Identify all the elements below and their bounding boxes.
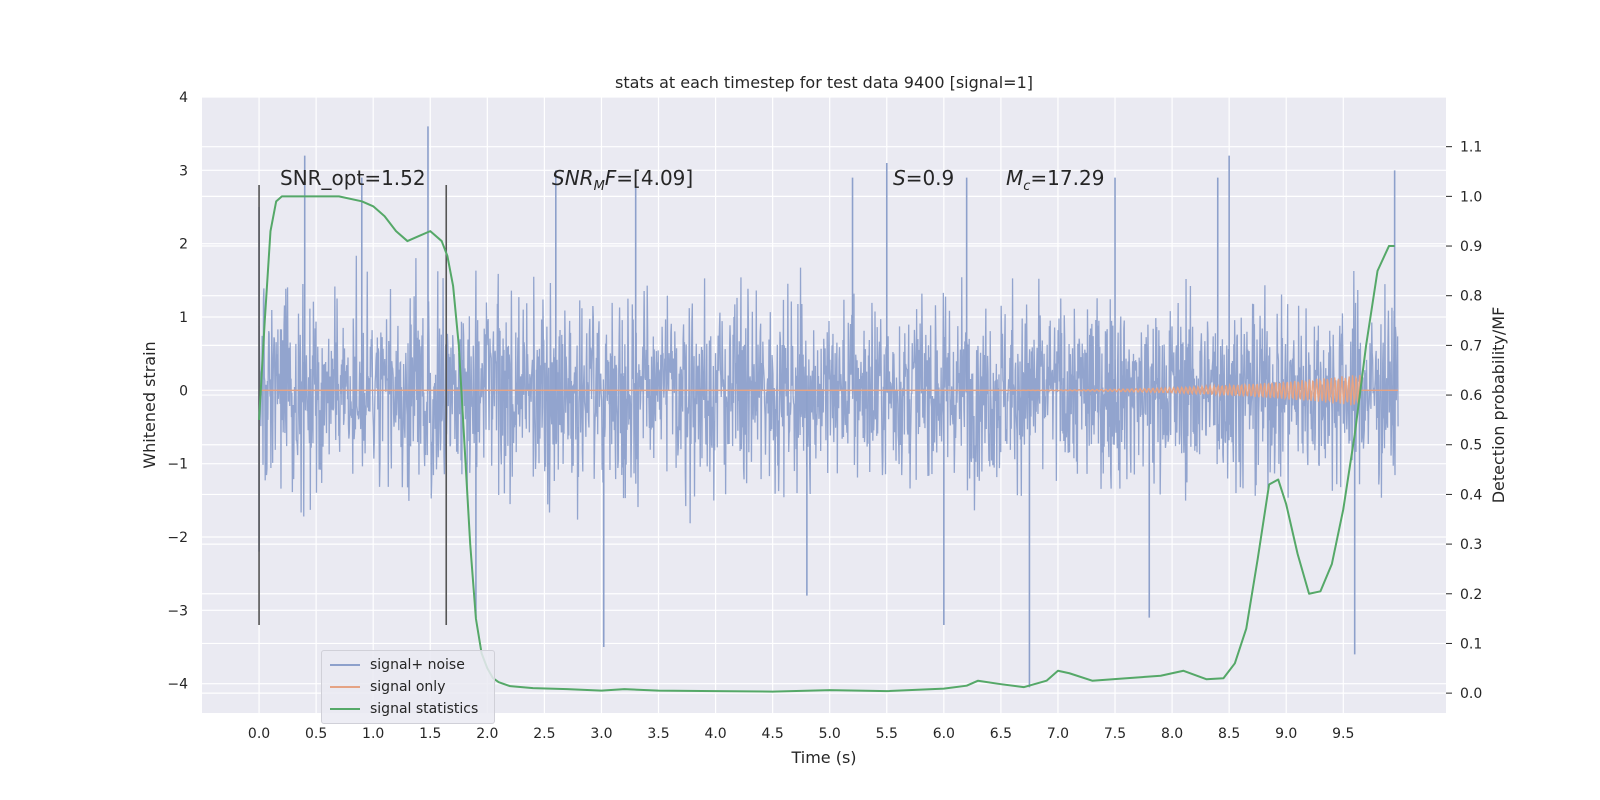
y-tick-label: 0 bbox=[179, 383, 188, 399]
legend-label-signal-statistics: signal statistics bbox=[370, 701, 479, 717]
y2-tick-label: 0.9 bbox=[1460, 239, 1482, 255]
signal-only-series bbox=[259, 374, 1399, 406]
y-tick-label: −2 bbox=[167, 530, 188, 546]
legend-item-signal-only: signal only bbox=[330, 676, 445, 698]
x-tick-label: 5.5 bbox=[876, 726, 898, 742]
legend-label-signal-noise: signal+ noise bbox=[370, 657, 465, 673]
y2-tick-label: 1.1 bbox=[1460, 140, 1482, 156]
y2-tick-label: 0.1 bbox=[1460, 636, 1482, 652]
x-tick-label: 6.5 bbox=[990, 726, 1012, 742]
x-tick-label: 6.0 bbox=[933, 726, 955, 742]
legend-item-signal-noise: signal+ noise bbox=[330, 654, 465, 676]
legend-label-signal-only: signal only bbox=[370, 679, 446, 695]
x-tick-label: 9.5 bbox=[1332, 726, 1354, 742]
y2-tick-label: 1.0 bbox=[1460, 189, 1482, 205]
s-annotation: S=0.9 bbox=[893, 166, 954, 190]
x-tick-label: 8.5 bbox=[1218, 726, 1240, 742]
legend: signal+ noise signal only signal statist… bbox=[321, 650, 495, 724]
snr-opt-annotation: SNR_opt=1.52 bbox=[280, 166, 426, 190]
y2-axis-label: Detection probability/MF bbox=[1489, 307, 1508, 504]
x-tick-label: 3.0 bbox=[590, 726, 612, 742]
x-tick-label: 8.0 bbox=[1161, 726, 1183, 742]
x-tick-label: 9.0 bbox=[1275, 726, 1297, 742]
y-tick-label: −4 bbox=[167, 677, 188, 693]
y-tick-label: −1 bbox=[167, 457, 188, 473]
signal-statistics-line bbox=[258, 195, 1395, 693]
legend-swatch-signal-noise bbox=[330, 664, 360, 666]
y2-tick-label: 0.7 bbox=[1460, 338, 1482, 354]
y2-tick-label: 0.0 bbox=[1460, 686, 1482, 702]
y2-tick-label: 0.2 bbox=[1460, 587, 1482, 603]
mc-annotation: Mc=17.29 bbox=[1006, 166, 1104, 194]
x-tick-label: 7.5 bbox=[1104, 726, 1126, 742]
x-axis-label: Time (s) bbox=[790, 748, 856, 767]
y-tick-label: 2 bbox=[179, 237, 188, 253]
x-tick-label: 5.0 bbox=[819, 726, 841, 742]
x-tick-label: 0.0 bbox=[248, 726, 270, 742]
y2-tick-label: 0.5 bbox=[1460, 438, 1482, 454]
x-tick-label: 4.0 bbox=[704, 726, 726, 742]
signal-noise-line bbox=[258, 255, 1399, 524]
y2-tick-label: 0.8 bbox=[1460, 289, 1482, 305]
signal-statistics-series bbox=[258, 195, 1395, 693]
legend-swatch-signal-only bbox=[330, 686, 360, 688]
x-tick-label: 1.5 bbox=[419, 726, 441, 742]
x-tick-label: 1.0 bbox=[362, 726, 384, 742]
y-tick-labels: 4 3 2 1 0 −1 −2 −3 −4 bbox=[167, 90, 188, 693]
y2-tick-label: 0.6 bbox=[1460, 388, 1482, 404]
x-tick-label: 4.5 bbox=[762, 726, 784, 742]
x-tick-label: 7.0 bbox=[1047, 726, 1069, 742]
x-tick-label: 2.0 bbox=[476, 726, 498, 742]
x-tick-labels: 0.0 0.5 1.0 1.5 2.0 2.5 3.0 3.5 4.0 4.5 5.0 5.5 6.0 6… bbox=[248, 726, 1354, 742]
y2-tick-label: 0.3 bbox=[1460, 537, 1482, 553]
y-tick-label: 3 bbox=[179, 163, 188, 179]
signal-only-line bbox=[259, 374, 1399, 406]
y-tick-label: −3 bbox=[167, 603, 188, 619]
y2-tick-labels: 0.0 0.1 0.2 0.3 0.4 0.5 0.6 0.7 0.8 0.9 1.0 1.1 bbox=[1446, 140, 1482, 702]
legend-swatch-signal-statistics bbox=[330, 708, 360, 710]
x-tick-label: 3.5 bbox=[647, 726, 669, 742]
chart-title: stats at each timestep for test data 940… bbox=[615, 73, 1033, 92]
legend-item-signal-statistics: signal statistics bbox=[330, 698, 478, 720]
y2-tick-label: 0.4 bbox=[1460, 487, 1482, 503]
y-tick-label: 4 bbox=[179, 90, 188, 106]
y-tick-label: 1 bbox=[179, 310, 188, 326]
x-tick-label: 0.5 bbox=[305, 726, 327, 742]
x-tick-label: 2.5 bbox=[533, 726, 555, 742]
snr-mf-annotation: SNRMF=[4.09] bbox=[552, 166, 693, 194]
y-axis-label: Whitened strain bbox=[140, 341, 159, 468]
